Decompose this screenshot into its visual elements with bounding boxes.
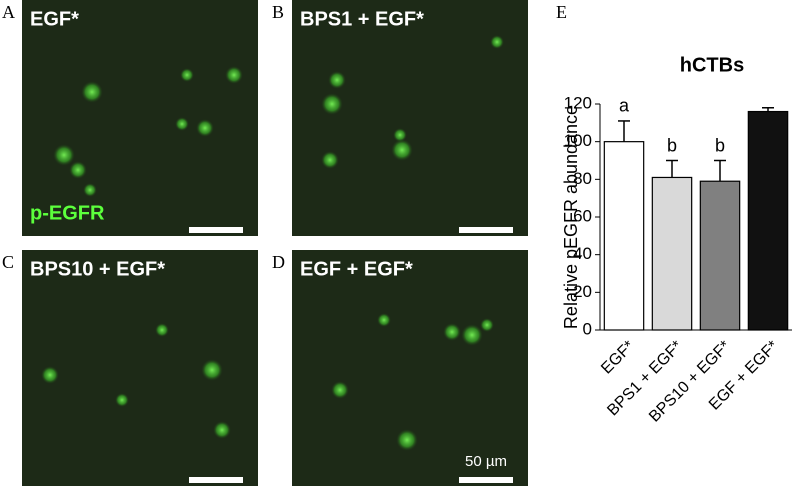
cell [396,429,418,451]
cell [328,71,346,89]
y-tick-label: 20 [573,282,592,301]
scale-label: 50 µm [465,453,507,470]
y-tick-label: 40 [573,244,592,263]
panel-label: BPS1 + EGF* [300,8,424,30]
y-tick-label: 60 [573,206,592,225]
micrograph [22,0,258,236]
cell [461,324,483,346]
panel-label: EGF* [30,8,79,30]
cell [331,381,349,399]
cell [201,359,223,381]
bar [747,110,789,331]
cell [393,128,407,142]
micrograph [292,250,528,486]
cell [490,35,504,49]
cell [391,139,413,161]
scale-bar [459,477,513,483]
cell [115,393,129,407]
scale-bar [459,227,513,233]
cell [225,66,243,84]
y-axis-label: Relative pEGFR abundance [561,105,581,329]
panel-letter: D [272,252,285,272]
cell [69,161,87,179]
significance-letter: b [715,135,725,155]
x-tick-label: EGF* [598,338,638,378]
cell [321,151,339,169]
cell [443,323,461,341]
panel-letter: B [272,2,284,22]
bar [651,176,693,331]
cell [175,117,189,131]
scale-bar [189,227,243,233]
panel-label: EGF + EGF* [300,258,413,280]
cell [196,119,214,137]
cell [53,144,75,166]
y-tick-label: 100 [564,131,592,150]
cell [180,68,194,82]
cell [377,313,391,327]
bar [699,180,741,331]
panel-letter: E [556,2,567,22]
panel-letter: A [2,2,15,22]
stain-label: p-EGFR [30,202,105,224]
cell [213,421,231,439]
cell [480,318,494,332]
cell [81,81,103,103]
significance-letter: b [667,135,677,155]
scale-bar [189,477,243,483]
cell [321,93,343,115]
panel-letter: C [2,252,14,272]
bar [603,141,645,331]
cell [41,366,59,384]
y-tick-label: 0 [583,319,592,338]
y-tick-label: 80 [573,169,592,188]
cell [83,183,97,197]
x-tick-label: BPS10 + EGF* [646,338,734,426]
cell [155,323,169,337]
significance-letter: a [619,96,630,116]
micrograph [292,0,528,236]
chart-title: hCTBs [680,54,744,76]
panel-label: BPS10 + EGF* [30,258,165,280]
y-tick-label: 120 [564,93,592,112]
